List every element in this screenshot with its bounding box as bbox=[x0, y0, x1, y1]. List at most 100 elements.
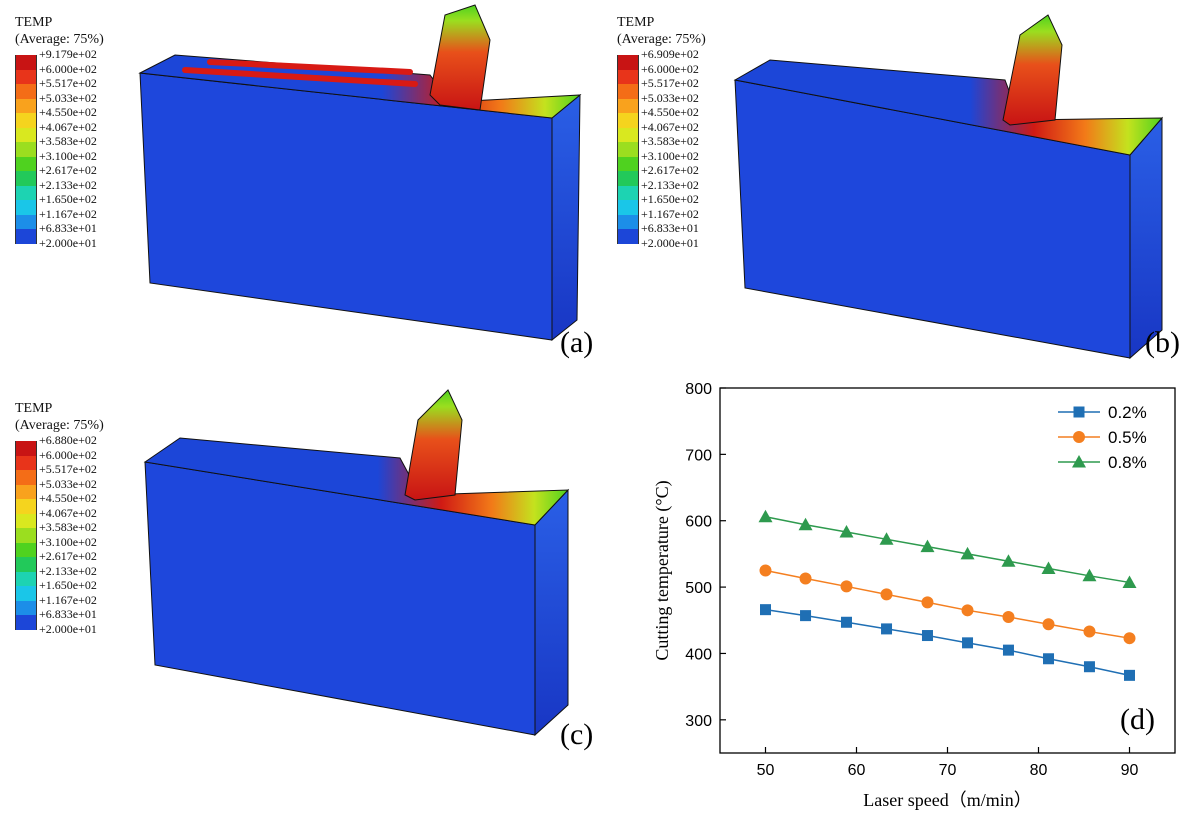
series-line-0.2% bbox=[765, 608, 1130, 677]
legend-swatch bbox=[15, 171, 37, 186]
x-tick-label: 60 bbox=[848, 762, 866, 779]
data-point bbox=[1001, 554, 1016, 567]
legend-level-label: +9.179e+02 bbox=[39, 47, 97, 61]
legend-c: TEMP (Average: 75%) +6.880e+02 +6.000e+02… bbox=[15, 400, 104, 636]
block-b-side bbox=[1129, 116, 1163, 360]
data-point bbox=[1123, 632, 1136, 645]
legend-swatch bbox=[15, 84, 37, 99]
data-point bbox=[920, 539, 935, 553]
series-line-0.8% bbox=[765, 516, 1130, 584]
legend-swatch bbox=[617, 229, 639, 244]
legend-swatch bbox=[617, 55, 639, 70]
legend-label: 0.8% bbox=[1108, 453, 1147, 472]
legend-level-label: +6.000e+02 bbox=[641, 61, 699, 76]
y-tick-label: 300 bbox=[685, 713, 712, 730]
legend-level-label: +6.880e+02 bbox=[39, 433, 97, 447]
legend-swatch bbox=[15, 55, 37, 70]
data-point bbox=[840, 616, 852, 628]
data-point bbox=[840, 580, 853, 593]
y-tick-label: 600 bbox=[685, 514, 712, 531]
legend-level-label: +6.000e+02 bbox=[39, 447, 97, 462]
block-a-side bbox=[551, 93, 581, 342]
y-tick-label: 800 bbox=[685, 381, 712, 398]
legend-b-title: TEMP bbox=[617, 15, 655, 30]
legend-swatch bbox=[15, 142, 37, 157]
legend-level-label: +5.033e+02 bbox=[39, 90, 97, 105]
data-point bbox=[758, 509, 773, 523]
legend-a: TEMP (Average: 75%) +9.179e+02 +6.000e+02… bbox=[15, 14, 104, 250]
block-c-side bbox=[534, 488, 569, 737]
block-a-front bbox=[139, 72, 553, 341]
x-tick-label: 90 bbox=[1121, 762, 1139, 779]
legend-level-label: +4.550e+02 bbox=[39, 491, 97, 505]
legend-level-label: +4.067e+02 bbox=[39, 119, 97, 134]
legend-swatch bbox=[15, 113, 37, 128]
data-point bbox=[879, 532, 894, 545]
legend-label: 0.5% bbox=[1108, 428, 1147, 447]
legend-level-label: +3.583e+02 bbox=[39, 520, 97, 534]
legend-swatch bbox=[617, 171, 639, 186]
legend-level-label: +1.167e+02 bbox=[39, 592, 97, 607]
legend-level-label: +6.000e+02 bbox=[39, 61, 97, 76]
legend-level-label: +6.833e+01 bbox=[39, 607, 97, 621]
data-point bbox=[1083, 661, 1095, 673]
legend-level-label: +3.583e+02 bbox=[39, 134, 97, 148]
legend-marker bbox=[1073, 406, 1085, 418]
legend-level-label: +5.517e+02 bbox=[641, 76, 699, 90]
legend-level-label: +2.617e+02 bbox=[39, 549, 97, 563]
x-tick-label: 50 bbox=[757, 762, 775, 779]
y-tick-label: 500 bbox=[685, 580, 712, 597]
legend-swatch bbox=[15, 156, 37, 171]
x-tick-label: 80 bbox=[1030, 762, 1048, 779]
block-a-hot-stripe-2 bbox=[182, 67, 418, 87]
data-point bbox=[1122, 575, 1137, 588]
legend-level-label: +3.100e+02 bbox=[641, 148, 699, 163]
legend-swatch bbox=[617, 185, 639, 200]
legend-swatch bbox=[617, 84, 639, 99]
data-point bbox=[961, 604, 974, 617]
data-point bbox=[759, 564, 772, 577]
legend-marker bbox=[1072, 455, 1086, 468]
x-tick-label: 70 bbox=[939, 762, 957, 779]
legend-swatch bbox=[617, 69, 639, 84]
legend-level-label: +6.833e+01 bbox=[641, 221, 699, 235]
data-point bbox=[1082, 568, 1097, 582]
legend-swatch bbox=[617, 214, 639, 229]
panel-label-c: (c) bbox=[560, 718, 594, 751]
legend-swatch bbox=[15, 615, 37, 630]
legend-swatch bbox=[15, 229, 37, 244]
y-tick-label: 400 bbox=[685, 646, 712, 663]
legend-marker bbox=[1073, 431, 1085, 443]
data-point bbox=[760, 604, 771, 616]
legend-c-title: TEMP bbox=[15, 401, 53, 416]
series-line-0.5% bbox=[765, 569, 1130, 639]
legend-level-label: +2.617e+02 bbox=[641, 163, 699, 177]
legend-swatch bbox=[15, 185, 37, 200]
legend-level-label: +2.000e+01 bbox=[39, 621, 97, 636]
legend-swatch bbox=[15, 69, 37, 84]
data-point bbox=[839, 525, 854, 538]
legend-level-label: +2.000e+01 bbox=[641, 235, 699, 250]
plot-frame bbox=[719, 387, 1176, 754]
legend-level-label: +1.167e+02 bbox=[641, 206, 699, 221]
legend-a-rows: +9.179e+02 +6.000e+02 +5.517e+02 +5.033e+02… bbox=[15, 47, 104, 254]
legend-a-subtitle: (Average: 75%) bbox=[15, 32, 104, 47]
data-point bbox=[962, 637, 974, 649]
data-point bbox=[881, 623, 893, 635]
legend-level-label: +1.167e+02 bbox=[39, 206, 97, 221]
legend-swatch bbox=[15, 528, 37, 543]
data-point bbox=[960, 546, 975, 560]
legend-swatch bbox=[15, 484, 37, 499]
legend-level-label: +5.517e+02 bbox=[39, 462, 97, 476]
legend-level-label: +3.100e+02 bbox=[39, 534, 97, 549]
panel-label-b: (b) bbox=[1145, 326, 1180, 359]
panel-label-d: (d) bbox=[1120, 703, 1155, 736]
legend-swatch bbox=[617, 113, 639, 128]
block-a-hot-stripe-1 bbox=[207, 59, 413, 75]
legend-level-label: +4.550e+02 bbox=[39, 105, 97, 119]
y-tick-label: 700 bbox=[685, 447, 712, 464]
legend-swatch bbox=[15, 542, 37, 557]
legend-swatch bbox=[15, 127, 37, 142]
legend-swatch bbox=[15, 499, 37, 514]
legend-label: 0.2% bbox=[1108, 403, 1147, 422]
